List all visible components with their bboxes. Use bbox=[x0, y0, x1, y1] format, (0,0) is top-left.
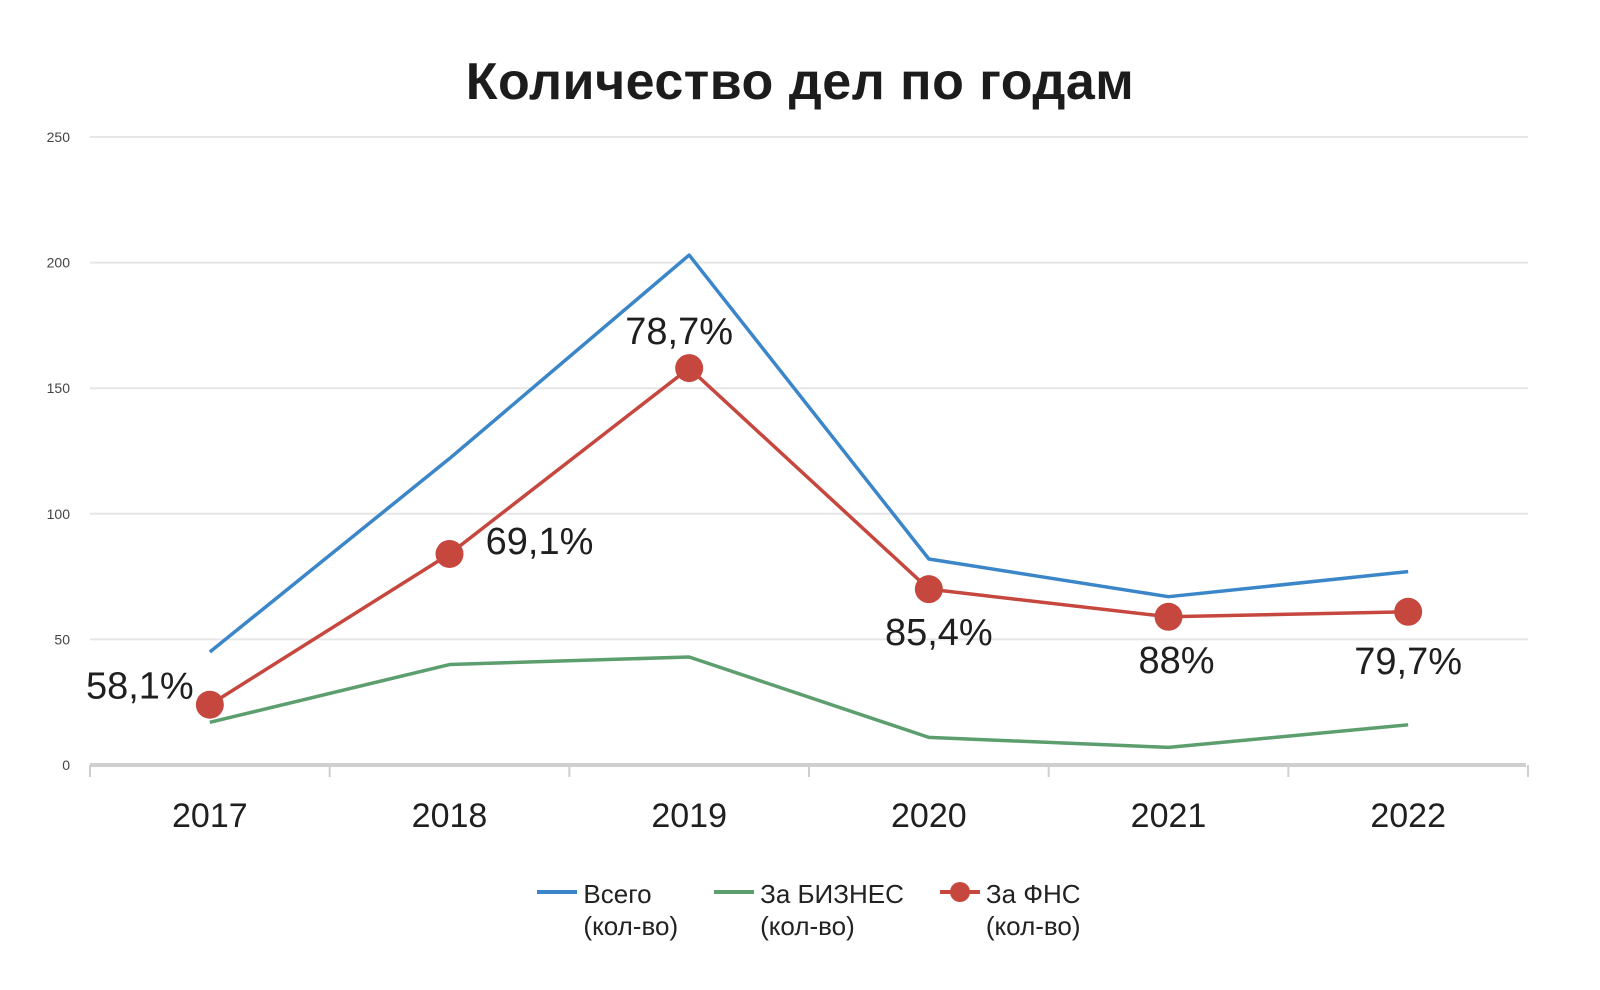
x-axis bbox=[89, 763, 1529, 777]
series-line-2 bbox=[208, 366, 1409, 707]
series-point-2-2022 bbox=[1394, 597, 1423, 626]
data-label-2021: 88% bbox=[1138, 640, 1214, 682]
x-tick-label-2017: 2017 bbox=[172, 797, 248, 835]
data-label-2019: 78,7% bbox=[625, 311, 733, 353]
x-tick-label-2021: 2021 bbox=[1131, 797, 1207, 835]
legend-unit-fns: (кол-во) bbox=[985, 911, 1081, 941]
series-point-2-2017 bbox=[195, 690, 224, 719]
y-tick-label-200: 200 bbox=[47, 255, 71, 271]
data-labels: 58,1% 69,1% 78,7% 85,4% 88% 79,7% bbox=[86, 311, 1462, 708]
legend-item-fns[interactable]: За ФНС (кол-во) bbox=[939, 878, 1081, 942]
legend-swatch-total bbox=[537, 878, 578, 908]
series-markers bbox=[195, 354, 1423, 719]
y-axis-ticks: 0 50 100 150 200 250 bbox=[47, 129, 71, 773]
legend-label-fns: За ФНС bbox=[985, 879, 1081, 909]
legend: Всего (кол-во) За БИЗНЕС (кол-во) За ФНС… bbox=[0, 878, 1600, 942]
data-label-2020: 85,4% bbox=[885, 612, 993, 654]
gridlines bbox=[90, 136, 1528, 641]
legend-unit-business: (кол-во) bbox=[760, 911, 855, 941]
data-label-2018: 69,1% bbox=[486, 521, 594, 563]
series-line-1 bbox=[209, 655, 1409, 750]
legend-unit-total: (кол-во) bbox=[583, 911, 679, 941]
legend-swatch-business bbox=[714, 878, 755, 908]
series-line-0 bbox=[208, 253, 1409, 654]
legend-label-business: За БИЗНЕС bbox=[760, 879, 904, 909]
chart-title: Количество дел по годам bbox=[465, 53, 1135, 111]
series-lines bbox=[208, 253, 1409, 750]
y-tick-label-0: 0 bbox=[62, 757, 70, 773]
series-point-2-2019 bbox=[675, 354, 704, 383]
y-tick-label-50: 50 bbox=[54, 631, 70, 647]
series-point-2-2020 bbox=[914, 575, 943, 604]
legend-item-total[interactable]: Всего (кол-во) bbox=[537, 878, 678, 942]
x-tick-label-2020: 2020 bbox=[891, 797, 967, 835]
legend-swatch-fns bbox=[939, 878, 980, 908]
y-tick-label-250: 250 bbox=[47, 129, 71, 145]
data-label-2017: 58,1% bbox=[86, 666, 194, 708]
y-tick-label-100: 100 bbox=[47, 506, 71, 522]
legend-label-total: Всего bbox=[583, 879, 652, 909]
x-tick-label-2019: 2019 bbox=[651, 797, 727, 835]
series-point-2-2021 bbox=[1154, 602, 1183, 631]
x-tick-label-2022: 2022 bbox=[1370, 797, 1446, 835]
legend-item-business[interactable]: За БИЗНЕС (кол-во) bbox=[714, 878, 904, 942]
series-point-2-2018 bbox=[435, 539, 464, 568]
data-label-2022: 79,7% bbox=[1354, 641, 1462, 683]
x-tick-label-2018: 2018 bbox=[412, 797, 488, 835]
x-axis-ticks: 2017 2018 2019 2020 2021 2022 bbox=[172, 797, 1446, 835]
y-tick-label-150: 150 bbox=[47, 380, 71, 396]
